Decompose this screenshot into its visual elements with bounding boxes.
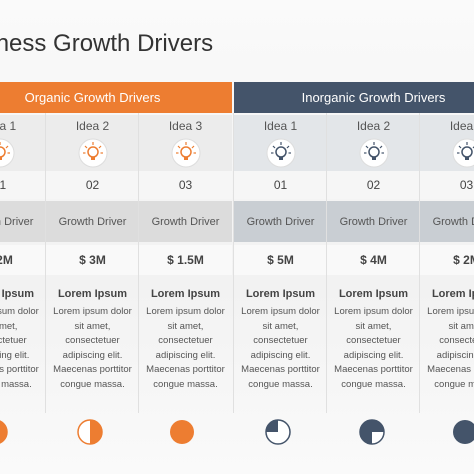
item-body: Lorem ipsum dolor sit amet, consectetuer…	[46, 305, 139, 405]
bulb-icon	[359, 138, 388, 168]
driver-value: $ 2M	[0, 245, 46, 275]
driver-value: $ 1.5M	[139, 245, 232, 275]
item-body: Lorem ipsum dolor sit amet, consectetuer…	[234, 305, 327, 405]
progress-icons	[0, 419, 474, 445]
title: Business Growth Drivers	[0, 30, 214, 57]
divider	[419, 113, 420, 413]
icon	[0, 135, 46, 171]
body-text: Lorem ipsum dolor sit amet, consectetuer…	[146, 306, 225, 390]
body-text: Lorem ipsum dolor sit amet, consectetuer…	[334, 306, 413, 390]
item-heading: Lorem Ipsum	[150, 288, 221, 300]
idea-number: 03	[139, 171, 232, 199]
column: Idea 2 02 Growth Driver $ 3M Lorem Ipsum Lore…	[45, 113, 139, 413]
icon	[327, 135, 420, 171]
item-body: Lorem ipsum dolor sit amet, consectetuer…	[420, 305, 474, 405]
item-heading: Lorem Ipsum	[57, 288, 128, 300]
column: Idea 3 03 Growth Driver $ 1.5M Lorem Ipsum Lo…	[138, 113, 232, 413]
column: Idea 1 01 Growth Driver $ 5M Lorem Ipsum Lore…	[233, 113, 327, 413]
divider	[233, 113, 234, 413]
body-text: Lorem ipsum dolor sit amet, consectetuer…	[241, 306, 320, 390]
body-text: Lorem ipsum dolor sit amet, consectetuer…	[427, 306, 474, 390]
divider	[45, 113, 46, 413]
icon	[234, 135, 327, 171]
idea-label: Idea 1	[263, 119, 298, 133]
bulb-icon	[266, 138, 295, 168]
body-text: Lorem ipsum dolor sit amet, consectetuer…	[53, 306, 132, 390]
divider	[326, 113, 327, 413]
group-header: Organic Growth Drivers	[0, 82, 232, 113]
idea-label: Idea 2	[356, 119, 391, 133]
bulb-icon	[171, 138, 200, 168]
driver-label: Growth Driver	[234, 201, 327, 242]
driver-label: Growth Driver	[0, 201, 46, 242]
driver-label: Growth Driver	[46, 201, 139, 242]
idea-number: 02	[327, 171, 420, 199]
idea-number: 01	[0, 171, 46, 199]
driver-label: Growth Driver	[139, 201, 232, 242]
item-body: Lorem ipsum dolor sit amet, consectetuer…	[327, 305, 420, 405]
driver-value: $ 4M	[327, 245, 420, 275]
idea-number: 02	[46, 171, 139, 199]
item-heading: Lorem Ipsum	[431, 288, 474, 300]
idea-label: Idea 3	[449, 119, 474, 133]
bulb-icon	[78, 138, 107, 168]
driver-value: $ 3M	[46, 245, 139, 275]
bulb-icon	[452, 138, 474, 168]
idea-label: Idea 1	[0, 119, 17, 133]
item-body: Lorem ipsum dolor sit amet, consectetuer…	[0, 305, 46, 405]
driver-value: $ 5M	[234, 245, 327, 275]
item-heading: Lorem Ipsum	[245, 288, 316, 300]
body-text: Lorem ipsum dolor sit amet, consectetuer…	[0, 306, 39, 390]
icon	[420, 135, 474, 171]
divider	[138, 113, 139, 413]
idea-label: Idea 2	[75, 119, 110, 133]
icon	[46, 135, 139, 171]
bulb-icon	[0, 138, 14, 168]
column: Idea 2 02 Growth Driver $ 4M Lorem Ipsum Lore…	[326, 113, 420, 413]
driver-label: Growth Driver	[420, 201, 474, 242]
item-heading: Lorem Ipsum	[0, 288, 35, 300]
driver-label: Growth Driver	[327, 201, 420, 242]
idea-number: 03	[420, 171, 474, 199]
idea-number: 01	[234, 171, 327, 199]
icon	[139, 135, 232, 171]
item-body: Lorem ipsum dolor sit amet, consectetuer…	[139, 305, 232, 405]
idea-label: Idea 3	[168, 119, 203, 133]
driver-value: $ 2M	[420, 245, 474, 275]
group-header: Inorganic Growth Drivers	[234, 82, 474, 113]
item-heading: Lorem Ipsum	[338, 288, 409, 300]
